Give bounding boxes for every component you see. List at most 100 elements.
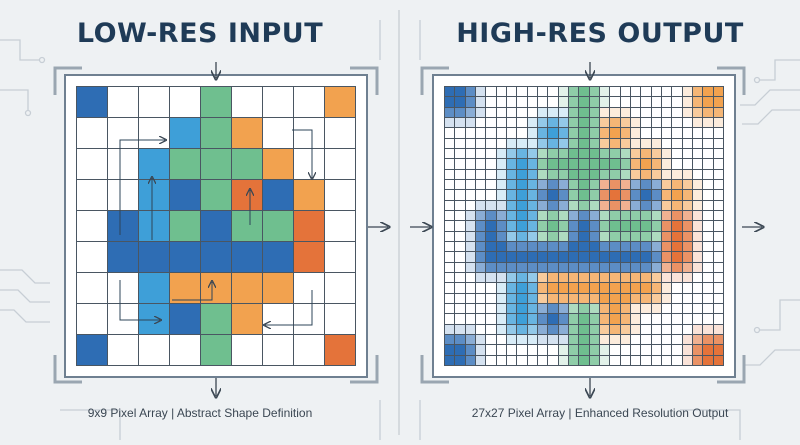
high-res-pixel: [475, 221, 487, 232]
high-res-pixel: [620, 87, 631, 98]
high-res-pixel: [641, 355, 652, 366]
high-res-pixel: [682, 190, 693, 201]
low-res-pixel: [139, 304, 170, 335]
high-res-pixel: [713, 252, 724, 263]
low-res-pixel: [263, 211, 294, 242]
low-res-pixel: [232, 87, 263, 118]
high-res-pixel: [579, 283, 590, 294]
high-res-pixel: [682, 159, 693, 170]
high-res-pixel: [548, 324, 559, 335]
high-res-pixel: [589, 293, 600, 304]
high-res-pixel: [713, 241, 724, 253]
high-res-pixel: [517, 252, 528, 263]
high-res-pixel: [465, 314, 476, 325]
high-res-pixel: [537, 159, 549, 170]
high-res-pixel: [496, 272, 507, 284]
high-res-pixel: [445, 303, 456, 315]
high-res-pixel: [641, 97, 652, 108]
high-res-pixel: [703, 107, 714, 118]
high-res-pixel: [610, 138, 621, 149]
high-res-pixel: [455, 314, 466, 325]
high-res-pixel: [703, 252, 714, 263]
high-res-pixel: [713, 179, 724, 191]
high-res-pixel: [537, 200, 549, 211]
high-res-pixel: [568, 272, 580, 284]
high-res-pixel: [486, 117, 497, 129]
high-res-pixel: [630, 179, 642, 191]
high-res-pixel: [610, 334, 621, 346]
low-res-pixel: [77, 87, 108, 118]
high-res-pixel: [537, 334, 549, 346]
high-res-pixel: [599, 179, 611, 191]
high-res-pixel: [537, 283, 549, 294]
low-res-pixel: [201, 149, 232, 180]
high-res-pixel: [506, 272, 518, 284]
high-res-pixel: [465, 210, 476, 222]
high-res-pixel: [651, 159, 662, 170]
high-res-pixel: [599, 355, 611, 366]
high-res-pixel: [682, 241, 693, 253]
high-res-pixel: [558, 117, 569, 129]
high-res-pixel: [651, 169, 662, 180]
low-res-pixel: [108, 211, 139, 242]
high-res-pixel: [496, 107, 507, 118]
high-res-pixel: [589, 200, 600, 211]
high-res-pixel: [599, 200, 611, 211]
low-res-pixel: [201, 335, 232, 366]
high-res-pixel: [682, 97, 693, 108]
high-res-pixel: [703, 210, 714, 222]
high-res-pixel: [661, 262, 673, 273]
low-res-pixel: [170, 273, 201, 304]
high-res-pixel: [682, 87, 693, 98]
high-res-pixel: [703, 241, 714, 253]
high-res-pixel: [496, 293, 507, 304]
high-res-pixel: [579, 293, 590, 304]
high-res-pixel: [589, 159, 600, 170]
high-res-pixel: [579, 262, 590, 273]
high-res-pixel: [610, 87, 621, 98]
high-res-pixel: [672, 128, 683, 139]
high-res-pixel: [589, 97, 600, 108]
high-res-pixel: [599, 221, 611, 232]
high-res-pixel: [651, 241, 662, 253]
high-res-pixel: [579, 303, 590, 315]
high-res-pixel: [568, 241, 580, 253]
high-res-pixel: [548, 345, 559, 356]
high-res-pixel: [445, 138, 456, 149]
high-res-pixel: [517, 210, 528, 222]
high-res-pixel: [517, 272, 528, 284]
high-res-pixel: [475, 210, 487, 222]
high-res-pixel: [703, 169, 714, 180]
high-res-pixel: [589, 117, 600, 129]
low-res-pixel: [232, 304, 263, 335]
high-res-pixel: [579, 179, 590, 191]
high-res-pixel: [641, 210, 652, 222]
low-res-pixel: [77, 180, 108, 211]
high-res-pixel: [579, 210, 590, 222]
high-res-caption: 27x27 Pixel Array | Enhanced Resolution …: [471, 406, 729, 420]
high-res-pixel: [455, 293, 466, 304]
high-res-pixel: [641, 231, 652, 242]
high-res-pixel: [465, 138, 476, 149]
high-res-pixel: [703, 97, 714, 108]
high-res-pixel: [692, 179, 704, 191]
high-res-pixel: [506, 148, 518, 160]
high-res-pixel: [558, 262, 569, 273]
high-res-pixel: [527, 272, 538, 284]
high-res-pixel: [568, 314, 580, 325]
high-res-pixel: [465, 159, 476, 170]
high-res-pixel: [506, 334, 518, 346]
high-res-pixel: [579, 128, 590, 139]
high-res-pixel: [496, 148, 507, 160]
high-res-pixel: [599, 97, 611, 108]
low-res-pixel: [139, 118, 170, 149]
high-res-pixel: [486, 334, 497, 346]
high-res-pixel: [537, 117, 549, 129]
high-res-pixel: [475, 262, 487, 273]
high-res-pixel: [682, 314, 693, 325]
high-res-pixel: [589, 107, 600, 118]
high-res-pixel: [486, 210, 497, 222]
high-res-pixel: [475, 200, 487, 211]
high-res-pixel: [486, 293, 497, 304]
low-res-pixel: [325, 211, 356, 242]
